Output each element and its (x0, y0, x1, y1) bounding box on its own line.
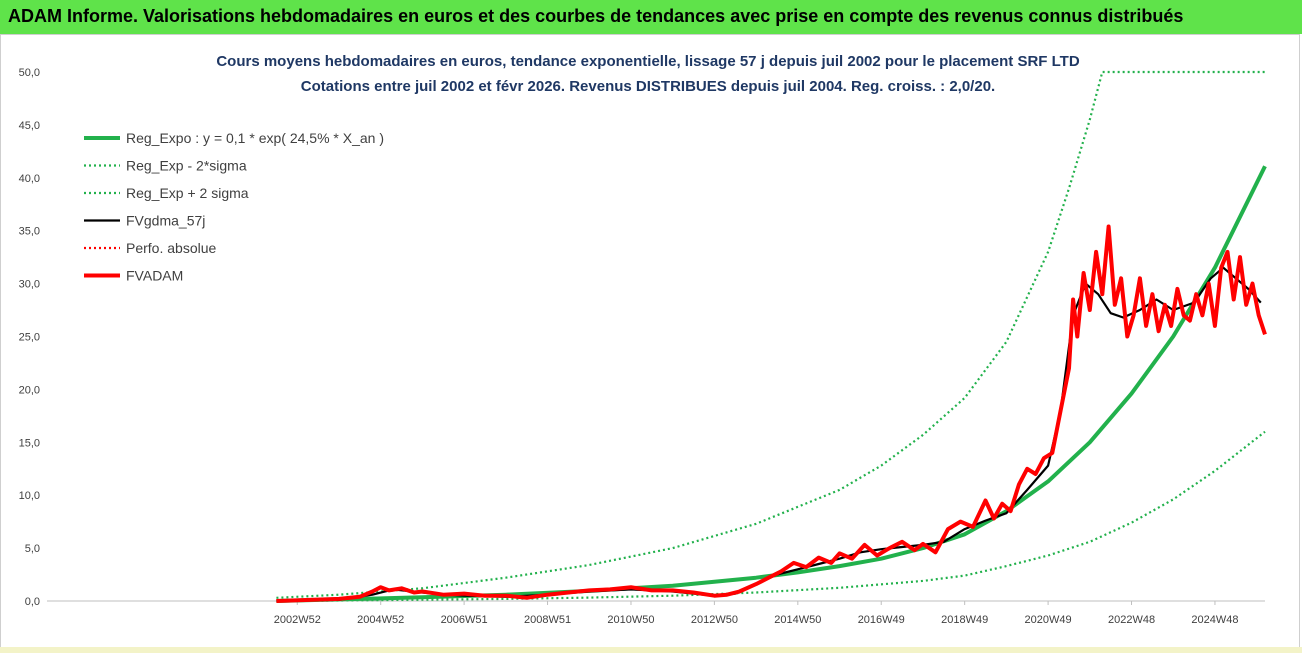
y-tick-label: 30,0 (19, 279, 40, 291)
y-tick-label: 10,0 (19, 490, 40, 502)
x-tick-label: 2012W50 (691, 614, 738, 626)
y-tick-label: 15,0 (19, 437, 40, 449)
y-tick-label: 45,0 (19, 120, 40, 132)
y-tick-label: 25,0 (19, 332, 40, 344)
x-tick-label: 2008W51 (524, 614, 571, 626)
series-line-2 (276, 70, 1265, 599)
legend-label: FVgdma_57j (126, 213, 205, 229)
chart-title-line2: Cotations entre juil 2002 et févr 2026. … (301, 78, 995, 95)
x-tick-label: 2020W49 (1025, 614, 1072, 626)
report-banner: ADAM Informe. Valorisations hebdomadaire… (0, 0, 1302, 34)
y-tick-label: 0,0 (25, 596, 40, 608)
x-tick-label: 2024W48 (1191, 614, 1238, 626)
series-line-0 (276, 165, 1267, 603)
legend-label: Reg_Exp - 2*sigma (126, 158, 247, 174)
y-tick-label: 40,0 (19, 173, 40, 185)
x-tick-label: 2018W49 (941, 614, 988, 626)
bottom-strip (0, 647, 1302, 653)
series-line-3 (276, 266, 1262, 603)
x-tick-label: 2022W48 (1108, 614, 1155, 626)
y-tick-label: 5,0 (25, 543, 40, 555)
legend-label: Reg_Expo : y = 0,1 * exp( 24,5% * X_an ) (126, 130, 384, 146)
x-tick-label: 2010W50 (607, 614, 654, 626)
x-tick-label: 2016W49 (858, 614, 905, 626)
y-tick-label: 35,0 (19, 226, 40, 238)
x-tick-label: 2004W52 (357, 614, 404, 626)
x-tick-label: 2006W51 (441, 614, 488, 626)
y-tick-label: 50,0 (19, 67, 40, 79)
y-tick-label: 20,0 (19, 384, 40, 396)
series-line-1 (276, 430, 1266, 603)
x-tick-label: 2002W52 (274, 614, 321, 626)
report-title: ADAM Informe. Valorisations hebdomadaire… (8, 6, 1184, 26)
legend-label: FVADAM (126, 268, 183, 284)
series-line-5 (276, 224, 1267, 603)
legend-label: Perfo. absolue (126, 240, 216, 256)
chart-title-line1: Cours moyens hebdomadaires en euros, ten… (216, 53, 1079, 70)
x-tick-label: 2014W50 (774, 614, 821, 626)
legend-label: Reg_Exp + 2 sigma (126, 185, 249, 201)
